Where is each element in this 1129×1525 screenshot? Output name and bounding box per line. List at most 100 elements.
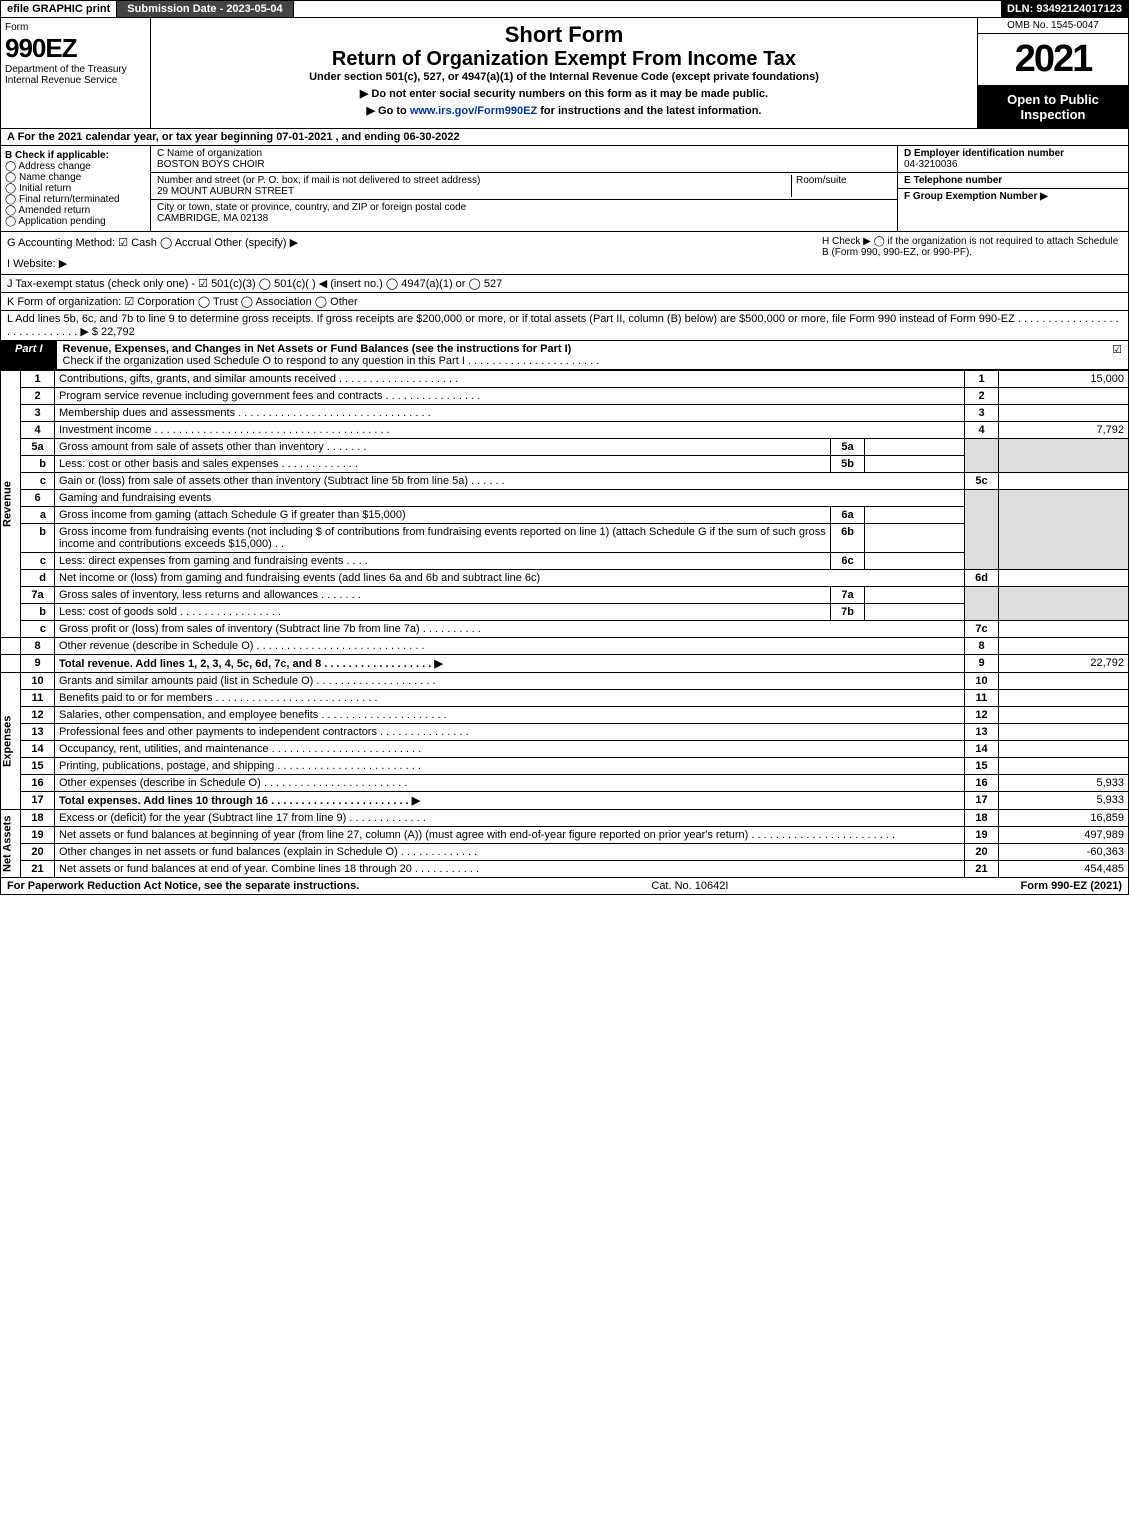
submission-date: Submission Date - 2023-05-04 [117, 1, 293, 17]
note-ssn: ▶ Do not enter social security numbers o… [155, 87, 973, 100]
l17-no: 17 [21, 792, 55, 810]
l6b-sv [865, 524, 965, 553]
l6a-sub: 6a [831, 507, 865, 524]
group-exemption-label: F Group Exemption Number ▶ [904, 191, 1048, 202]
row-g-h-i: G Accounting Method: ☑ Cash ◯ Accrual Ot… [0, 232, 1129, 275]
l4-amt: 7,792 [999, 422, 1129, 439]
department: Department of the Treasury Internal Reve… [5, 64, 127, 86]
l6c-no: c [21, 553, 55, 570]
l5b-sv [865, 456, 965, 473]
l7ab-shade [965, 587, 999, 621]
l5a-desc: Gross amount from sale of assets other t… [55, 439, 831, 456]
l14-rno: 14 [965, 741, 999, 758]
l6a-no: a [21, 507, 55, 524]
cb-application-pending[interactable]: Application pending [18, 216, 105, 227]
l9-no: 9 [21, 655, 55, 673]
form-number: 990EZ [5, 33, 77, 63]
l11-rno: 11 [965, 690, 999, 707]
part-1-checkbox[interactable]: ☑ [1106, 341, 1128, 369]
part-1-title-text: Revenue, Expenses, and Changes in Net As… [63, 343, 572, 355]
rev-spacer2 [1, 655, 21, 673]
box-d-e-f: D Employer identification number 04-3210… [898, 146, 1128, 231]
row-g: G Accounting Method: ☑ Cash ◯ Accrual Ot… [7, 236, 822, 249]
part-1-header: Part I Revenue, Expenses, and Changes in… [0, 341, 1129, 370]
l15-desc: Printing, publications, postage, and shi… [55, 758, 965, 775]
l5c-amt [999, 473, 1129, 490]
note-link: ▶ Go to www.irs.gov/Form990EZ for instru… [155, 104, 973, 117]
dln: DLN: 93492124017123 [1001, 1, 1128, 17]
footer-right: Form 990-EZ (2021) [1021, 880, 1122, 892]
l5c-desc: Gain or (loss) from sale of assets other… [55, 473, 965, 490]
revenue-label: Revenue [1, 371, 21, 638]
l3-rno: 3 [965, 405, 999, 422]
row-k: K Form of organization: ☑ Corporation ◯ … [0, 293, 1129, 311]
l10-amt [999, 673, 1129, 690]
l12-rno: 12 [965, 707, 999, 724]
l18-rno: 18 [965, 810, 999, 827]
l2-amt [999, 388, 1129, 405]
part-1-table: Revenue 1Contributions, gifts, grants, a… [0, 370, 1129, 878]
row-i: I Website: ▶ [7, 257, 822, 270]
cb-final-return[interactable]: Final return/terminated [19, 194, 120, 205]
l14-desc: Occupancy, rent, utilities, and maintena… [55, 741, 965, 758]
l20-desc: Other changes in net assets or fund bala… [55, 844, 965, 861]
l5ab-shade [965, 439, 999, 473]
l17-desc: Total expenses. Add lines 10 through 16 … [55, 792, 965, 810]
l6-shade-amt [999, 490, 1129, 570]
l2-no: 2 [21, 388, 55, 405]
l19-no: 19 [21, 827, 55, 844]
l6a-desc: Gross income from gaming (attach Schedul… [55, 507, 831, 524]
l18-amt: 16,859 [999, 810, 1129, 827]
ein-label: D Employer identification number [904, 148, 1064, 159]
l5b-sub: 5b [831, 456, 865, 473]
l21-amt: 454,485 [999, 861, 1129, 878]
l6a-sv [865, 507, 965, 524]
l3-no: 3 [21, 405, 55, 422]
l13-rno: 13 [965, 724, 999, 741]
l20-rno: 20 [965, 844, 999, 861]
org-name-label: C Name of organization [157, 148, 262, 159]
short-form-label: Short Form [155, 22, 973, 48]
l7c-desc: Gross profit or (loss) from sales of inv… [55, 621, 965, 638]
l7c-amt [999, 621, 1129, 638]
l7a-sub: 7a [831, 587, 865, 604]
l9-rno: 9 [965, 655, 999, 673]
city-label: City or town, state or province, country… [157, 202, 466, 213]
part-1-title: Revenue, Expenses, and Changes in Net As… [57, 341, 1107, 369]
l16-no: 16 [21, 775, 55, 792]
open-inspection: Open to Public Inspection [978, 86, 1128, 128]
l8-desc: Other revenue (describe in Schedule O) .… [55, 638, 965, 655]
room-label: Room/suite [796, 175, 847, 186]
l5a-no: 5a [21, 439, 55, 456]
row-j: J Tax-exempt status (check only one) - ☑… [0, 275, 1129, 293]
l9-amt: 22,792 [999, 655, 1129, 673]
rev-spacer [1, 638, 21, 655]
box-b-label: B Check if applicable: [5, 150, 109, 161]
l15-no: 15 [21, 758, 55, 775]
l19-amt: 497,989 [999, 827, 1129, 844]
form-title: Return of Organization Exempt From Incom… [155, 48, 973, 71]
irs-link[interactable]: www.irs.gov/Form990EZ [410, 105, 537, 117]
cb-initial-return[interactable]: Initial return [19, 183, 71, 194]
l12-no: 12 [21, 707, 55, 724]
efile-label[interactable]: efile GRAPHIC print [1, 1, 117, 17]
cb-address-change[interactable]: Address change [18, 161, 90, 172]
l4-desc: Investment income . . . . . . . . . . . … [55, 422, 965, 439]
l5b-no: b [21, 456, 55, 473]
cb-amended-return[interactable]: Amended return [18, 205, 90, 216]
l7b-no: b [21, 604, 55, 621]
line-a: A For the 2021 calendar year, or tax yea… [0, 129, 1129, 146]
row-h: H Check ▶ ◯ if the organization is not r… [822, 236, 1122, 270]
l14-amt [999, 741, 1129, 758]
l21-rno: 21 [965, 861, 999, 878]
l8-amt [999, 638, 1129, 655]
l7ab-shade-amt [999, 587, 1129, 621]
l6-desc: Gaming and fundraising events [55, 490, 965, 507]
l6b-sub: 6b [831, 524, 865, 553]
header-right: OMB No. 1545-0047 2021 Open to Public In… [978, 18, 1128, 128]
l15-rno: 15 [965, 758, 999, 775]
l17-rno: 17 [965, 792, 999, 810]
cb-name-change[interactable]: Name change [19, 172, 81, 183]
l6d-no: d [21, 570, 55, 587]
l19-rno: 19 [965, 827, 999, 844]
